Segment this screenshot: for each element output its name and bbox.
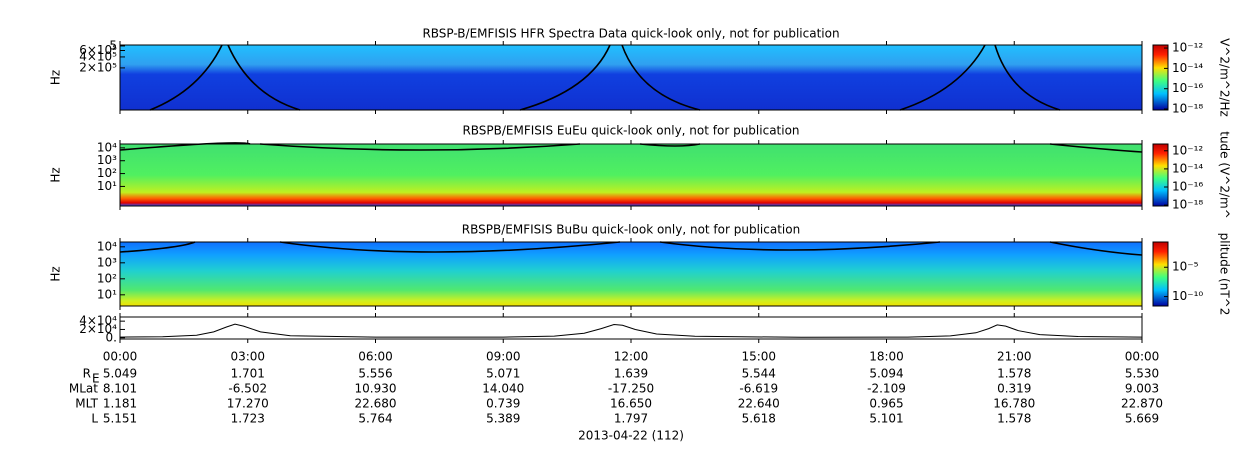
y-axis-label: Hz <box>49 266 63 281</box>
y-tick-label: 10¹ <box>97 287 117 301</box>
colorbar-label: plitude (nT^2 <box>1218 233 1232 316</box>
ephemeris-value: 1.578 <box>997 412 1031 426</box>
ephemeris-value: 16.650 <box>610 397 652 411</box>
colorbar-label: tude (V^2/m^ <box>1218 131 1232 219</box>
ephemeris-name: MLat <box>69 382 98 396</box>
colorbar-tick-label: 10⁻¹⁴ <box>1172 161 1203 175</box>
ephemeris-value: 1.723 <box>231 412 265 426</box>
x-tick-label: 03:00 <box>230 350 265 364</box>
ephemeris-value: 8.101 <box>103 382 137 396</box>
ephemeris-value: 9.003 <box>1125 382 1159 396</box>
ephemeris-value: -6.619 <box>739 382 778 396</box>
ephemeris-value: -2.109 <box>867 382 906 396</box>
ephemeris-value: 1.639 <box>614 367 648 381</box>
y-tick-label: 4×10⁴ <box>79 314 117 328</box>
spectrogram <box>120 45 1142 110</box>
y-axis-label: Hz <box>49 167 63 182</box>
colorbar-tick-label: 10⁻¹⁸ <box>1172 198 1203 212</box>
y-tick-label: 6×10⁵ <box>79 43 117 57</box>
y-tick-label: 5 <box>109 38 117 52</box>
colorbar-tick-label: 10⁻¹⁸ <box>1172 102 1203 116</box>
colorbar-tick-label: 10⁻⁵ <box>1172 260 1199 274</box>
ephemeris-value: 17.270 <box>227 397 269 411</box>
x-axis-label: 2013-04-22 (112) <box>578 429 684 443</box>
ephemeris-value: 10.930 <box>355 382 397 396</box>
y-axis-label: Hz <box>49 70 63 85</box>
y-tick-label: 10³ <box>97 153 117 167</box>
y-tick-label: 10² <box>97 271 117 285</box>
ephemeris-value: 16.780 <box>993 397 1035 411</box>
x-tick-label: 00:00 <box>103 350 138 364</box>
x-tick-label: 00:00 <box>1125 350 1160 364</box>
ephemeris-value: 5.669 <box>1125 412 1159 426</box>
colorbar <box>1152 241 1169 307</box>
plots: RBSP-B/EMFISIS HFR Spectra Data quick-lo… <box>49 27 1232 443</box>
colorbar-label: V^2/m^2/Hz <box>1218 38 1232 117</box>
colorbar-tick-label: 10⁻¹⁰ <box>1172 289 1203 303</box>
x-tick-label: 18:00 <box>869 350 904 364</box>
ephemeris-value: 5.544 <box>742 367 776 381</box>
x-tick-label: 21:00 <box>997 350 1032 364</box>
y-tick-label: 10² <box>97 166 117 180</box>
ephemeris-value: 5.101 <box>869 412 903 426</box>
y-tick-label: 10⁴ <box>97 239 117 253</box>
ephemeris-value: 1.797 <box>614 412 648 426</box>
ephemeris-value: 0.319 <box>997 382 1031 396</box>
x-tick-label: 09:00 <box>486 350 521 364</box>
ephemeris-value: 22.870 <box>1121 397 1163 411</box>
panel-title: RBSPB/EMFISIS EuEu quick-look only, not … <box>462 124 799 138</box>
x-tick-label: 06:00 <box>358 350 393 364</box>
colorbar-tick-label: 10⁻¹² <box>1172 41 1203 55</box>
ephemeris-value: -6.502 <box>228 382 267 396</box>
colorbar-tick-label: 10⁻¹⁶ <box>1172 81 1203 95</box>
ephemeris-subscript: E <box>92 372 100 386</box>
ephemeris-value: 5.530 <box>1125 367 1159 381</box>
ephemeris-value: 5.151 <box>103 412 137 426</box>
plot-frame <box>119 44 1143 111</box>
y-tick-label: 2×10⁵ <box>79 60 117 74</box>
y-tick-label: 4×10⁵ <box>79 49 117 63</box>
colorbar <box>1152 143 1169 207</box>
x-tick-label: 15:00 <box>741 350 776 364</box>
ephemeris-value: 22.640 <box>738 397 780 411</box>
ephemeris-value: 1.181 <box>103 397 137 411</box>
colorbar-tick-label: 10⁻¹² <box>1172 143 1203 157</box>
ephemeris-name: L <box>91 412 98 426</box>
ephemeris-value: 0.965 <box>869 397 903 411</box>
y-tick-label: 10¹ <box>97 179 117 193</box>
model-curves <box>119 44 1143 256</box>
ephemeris-value: 5.764 <box>358 412 392 426</box>
ephemeris-value: 5.556 <box>358 367 392 381</box>
y-tick-label: 0. <box>106 330 117 344</box>
ephemeris-value: 5.049 <box>103 367 137 381</box>
panel-title: RBSPB/EMFISIS BuBu quick-look only, not … <box>462 223 800 237</box>
ephemeris-value: 1.578 <box>997 367 1031 381</box>
ephemeris-value: 5.094 <box>869 367 903 381</box>
colorbar-tick-label: 10⁻¹⁶ <box>1172 180 1203 194</box>
colorbar <box>1152 44 1169 111</box>
ephemeris-value: 5.618 <box>742 412 776 426</box>
plot-frame <box>119 143 1143 207</box>
ephemeris-value: 14.040 <box>482 382 524 396</box>
panel-title: RBSP-B/EMFISIS HFR Spectra Data quick-lo… <box>422 27 839 41</box>
ephemeris-value: 5.389 <box>486 412 520 426</box>
ephemeris-value: 0.739 <box>486 397 520 411</box>
y-tick-label: 10⁴ <box>97 140 117 154</box>
ephemeris-value: 5.071 <box>486 367 520 381</box>
y-tick-label: 2×10⁴ <box>79 322 117 336</box>
ephemeris-value: -17.250 <box>608 382 654 396</box>
plot-frame <box>119 241 1143 307</box>
ephemeris-value: 22.680 <box>355 397 397 411</box>
spectrogram <box>120 144 1142 206</box>
ephemeris-value: 1.701 <box>231 367 265 381</box>
plot-frame <box>119 316 1143 340</box>
x-tick-label: 12:00 <box>614 350 649 364</box>
ephemeris-name: MLT <box>75 397 98 411</box>
ephemeris-name: R <box>83 367 91 381</box>
colorbar-tick-label: 10⁻¹⁴ <box>1172 61 1203 75</box>
spectrogram <box>120 242 1142 306</box>
line-series <box>119 323 1143 338</box>
y-tick-label: 10³ <box>97 255 117 269</box>
